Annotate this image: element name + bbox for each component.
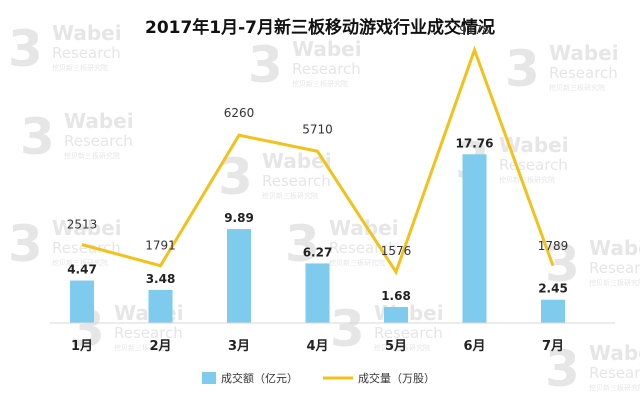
watermark-small-text: 挖贝新三板研究院 — [374, 343, 430, 352]
watermark-research: Research — [292, 60, 361, 78]
bar-4 — [305, 263, 330, 323]
bar-value-label: 17.76 — [456, 136, 494, 150]
line-value-label: 1791 — [145, 239, 176, 253]
watermark-research: Research — [374, 324, 443, 342]
x-tick-label: 2月 — [149, 339, 171, 354]
line-value-label: 6260 — [224, 106, 255, 120]
watermark-research: Research — [549, 64, 618, 82]
watermark-glyph: 3 — [218, 148, 253, 206]
watermark-research: Research — [64, 132, 133, 150]
bar-value-label: 4.47 — [67, 263, 97, 277]
bar-value-label: 9.89 — [224, 211, 254, 225]
watermark-glyph: 3 — [20, 108, 55, 166]
watermark-research: Research — [114, 324, 183, 342]
bar-value-label: 1.68 — [381, 289, 411, 303]
x-tick-labels: 1月 2月 3月 4月 5月 6月 7月 — [71, 339, 564, 354]
bar-value-label: 6.27 — [303, 245, 333, 259]
bar-6 — [462, 154, 487, 323]
legend-swatch-bar — [202, 372, 216, 384]
watermark-small-text: 挖贝新三板研究院 — [292, 79, 348, 88]
legend-label-line: 成交量（万股） — [358, 371, 435, 385]
watermark-small-text: 挖贝新三板研究院 — [589, 383, 640, 392]
watermark-research: Research — [262, 172, 331, 190]
bar-1 — [70, 280, 94, 323]
watermark-brand: Wabei — [64, 109, 134, 133]
watermark-brand: Wabei — [292, 37, 362, 61]
watermark-glyph: 3 — [330, 300, 365, 358]
watermark-brand: Wabei — [589, 341, 640, 365]
line-layer — [81, 45, 555, 276]
labels-layer: 4.47 3.48 9.89 6.27 1.68 17.76 2.45 2513 1791 626… — [67, 23, 569, 303]
watermark-research: Research — [499, 156, 568, 174]
watermark-research: Research — [52, 239, 121, 257]
legend: 成交额（亿元） 成交量（万股） — [202, 371, 435, 385]
watermark-small-text: 挖贝新三板研究院 — [52, 258, 108, 267]
line-value-label: 1789 — [538, 239, 569, 253]
chart-title: 2017年1月-7月新三板移动游戏行业成交情况 — [145, 17, 495, 38]
watermark-research: Research — [52, 44, 121, 62]
legend-label-bar: 成交额（亿元） — [221, 371, 298, 385]
line-value-label: 2513 — [67, 218, 98, 232]
watermark-research: Research — [589, 364, 640, 382]
watermark-small-text: 挖贝新三板研究院 — [589, 278, 640, 287]
watermark-small-text: 挖贝新三板研究院 — [329, 258, 385, 267]
watermark-brand: Wabei — [52, 216, 122, 240]
watermark-glyph: 3 — [8, 215, 43, 273]
x-tick-label: 5月 — [385, 339, 407, 354]
watermark-brand: Wabei — [52, 21, 122, 45]
watermark-research: Research — [589, 259, 640, 277]
bar-2 — [148, 289, 173, 323]
line-value-label: 5710 — [302, 122, 333, 136]
x-tick-label: 1月 — [71, 339, 93, 354]
watermark-research: Research — [329, 239, 398, 257]
watermark-glyph: 3 — [248, 36, 283, 94]
line-value-label: 1576 — [381, 244, 412, 258]
bars-layer — [70, 154, 565, 323]
watermark-glyph: 3 — [285, 215, 320, 273]
watermark-small-text: 挖贝新三板研究院 — [499, 175, 555, 184]
bar-value-label: 2.45 — [538, 282, 568, 296]
bar-value-label: 3.48 — [146, 272, 176, 286]
watermark-small-text: 挖贝新三板研究院 — [262, 191, 318, 200]
bar-5 — [384, 307, 408, 323]
x-tick-label: 7月 — [542, 339, 564, 354]
watermark-glyph: 3 — [505, 40, 540, 98]
watermark-glyph: 3 — [8, 20, 43, 78]
watermark-small-text: 挖贝新三板研究院 — [114, 343, 170, 352]
bar-7 — [541, 299, 565, 323]
watermark-brand: Wabei — [549, 41, 619, 65]
x-tick-label: 6月 — [463, 339, 485, 354]
watermark-brand: Wabei — [329, 216, 399, 240]
watermark-brand: Wabei — [262, 149, 332, 173]
watermark-small-text: 挖贝新三板研究院 — [64, 151, 120, 160]
watermark-small-text: 挖贝新三板研究院 — [52, 63, 108, 72]
line-value-label: 9178 — [459, 23, 490, 37]
x-tick-label: 4月 — [306, 339, 328, 354]
watermark-brand: Wabei — [589, 236, 640, 260]
x-tick-label: 3月 — [228, 339, 250, 354]
watermark-small-text: 挖贝新三板研究院 — [549, 83, 605, 92]
watermark-glyph: 3 — [545, 340, 580, 398]
bar-3 — [227, 229, 251, 323]
